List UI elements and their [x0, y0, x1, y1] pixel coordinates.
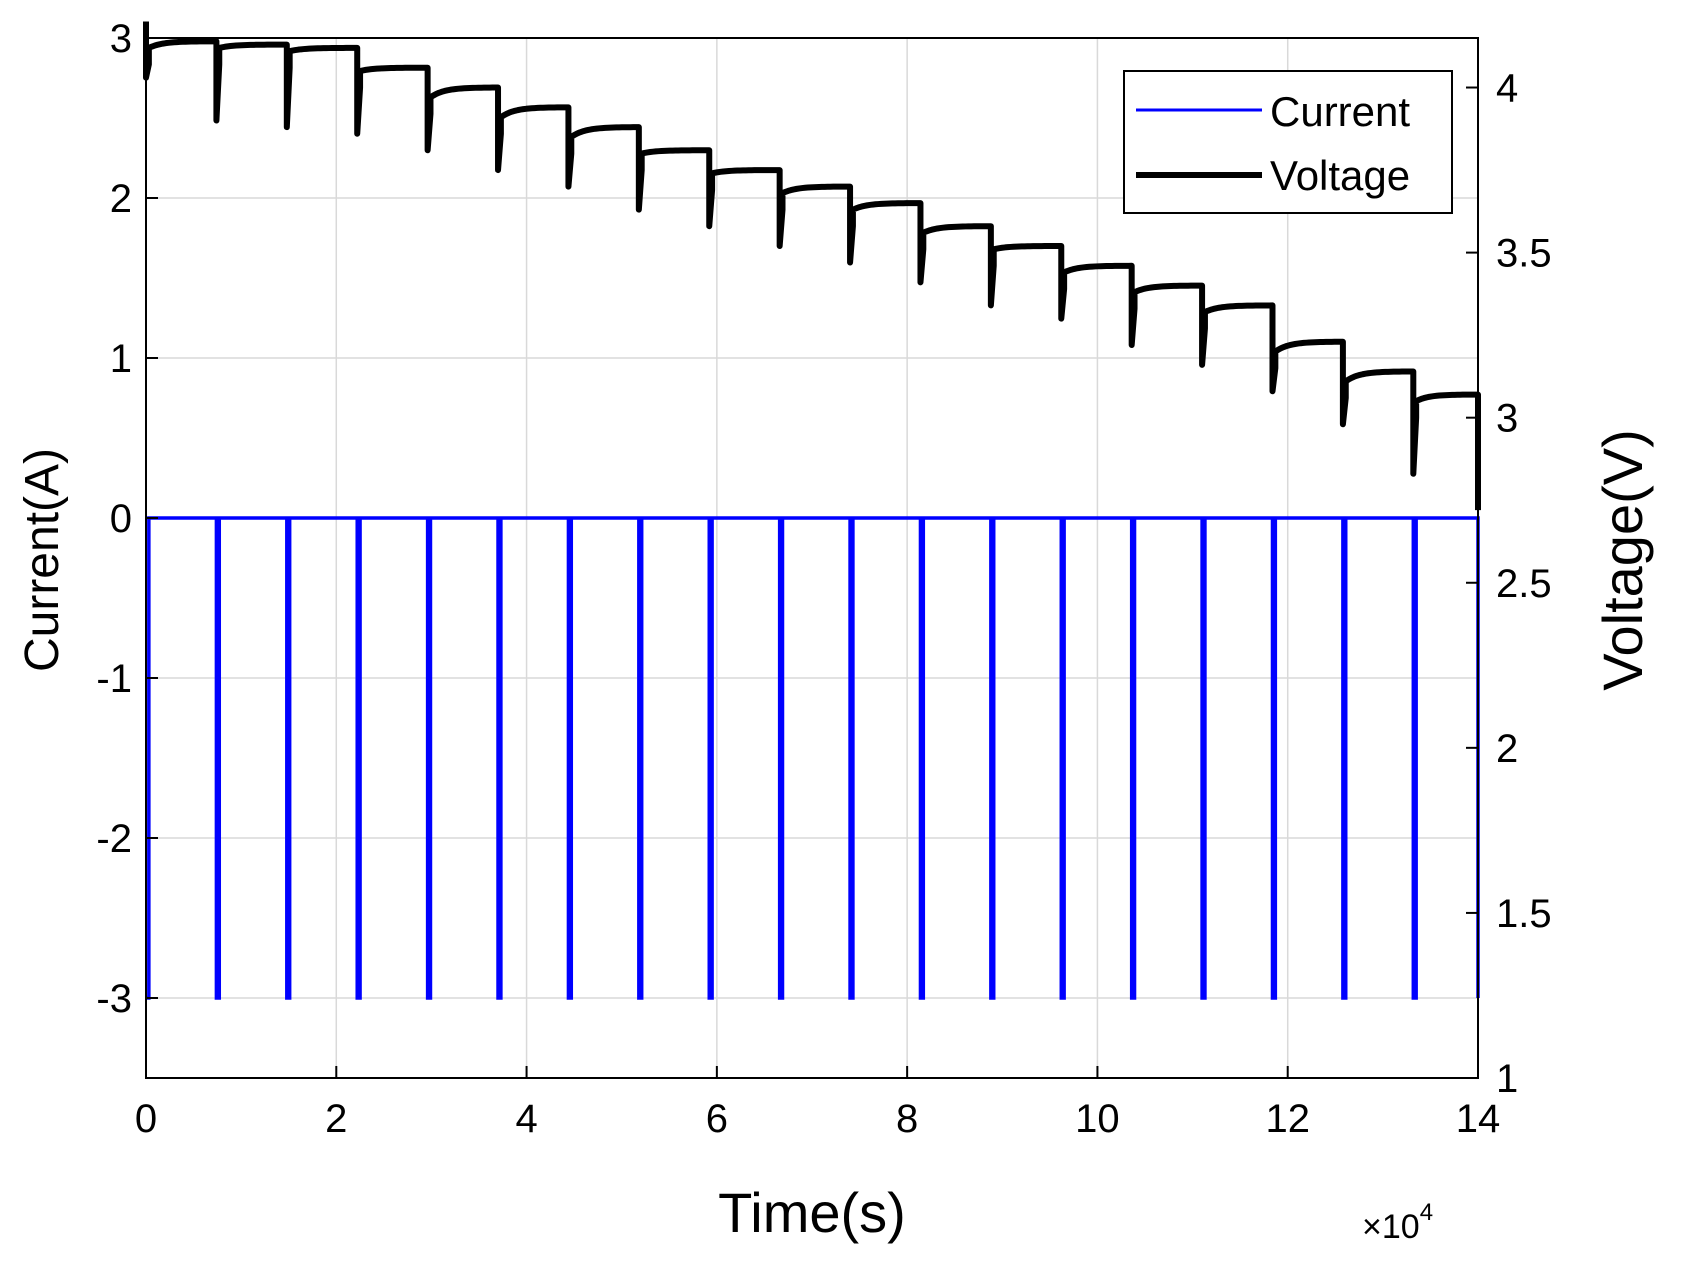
y-right-tick-label: 3.5 [1496, 232, 1552, 276]
y-right-tick-label: 2.5 [1496, 562, 1552, 606]
y-left-axis-ticks: 3 2 1 0 -1 -2 -3 [96, 17, 158, 1021]
voltage-series [143, 21, 1481, 511]
legend: Current Voltage [1123, 70, 1453, 214]
x-tick-label: 0 [135, 1097, 157, 1141]
y-left-tick-label: 0 [110, 497, 132, 541]
y-right-tick-label: 2 [1496, 727, 1518, 771]
legend-voltage-label: Voltage [1270, 152, 1410, 199]
x-tick-label: 8 [896, 1097, 918, 1141]
y-left-tick-label: 3 [110, 17, 132, 61]
x-tick-label: 2 [325, 1097, 347, 1141]
voltage-line [143, 21, 1481, 511]
x-axis-exponent-power: 4 [1420, 1199, 1433, 1226]
x-axis-ticks: 0 2 4 6 8 10 12 14 [135, 1066, 1500, 1141]
y-left-tick-label: 2 [110, 177, 132, 221]
y-right-tick-label: 4 [1496, 67, 1518, 111]
y-left-tick-label: 1 [110, 337, 132, 381]
y-right-axis-label: Voltage(V) [1591, 429, 1654, 691]
current-line [146, 516, 1480, 1000]
x-tick-label: 14 [1456, 1097, 1501, 1141]
y-right-tick-label: 1 [1496, 1057, 1518, 1101]
y-right-tick-label: 3 [1496, 397, 1518, 441]
x-axis-label: Time(s) [718, 1181, 906, 1244]
legend-current-label: Current [1270, 88, 1410, 135]
x-tick-label: 4 [515, 1097, 537, 1141]
x-tick-label: 10 [1075, 1097, 1120, 1141]
legend-box [1123, 70, 1453, 214]
y-left-tick-label: -3 [96, 977, 132, 1021]
current-series [146, 516, 1480, 1000]
y-left-tick-label: -2 [96, 817, 132, 861]
x-tick-label: 12 [1265, 1097, 1310, 1141]
y-right-tick-label: 1.5 [1496, 892, 1552, 936]
y-left-tick-label: -1 [96, 657, 132, 701]
y-left-axis-label: Current(A) [16, 448, 69, 672]
x-axis-exponent-base: ×10 [1362, 1208, 1420, 1246]
plot-frame [145, 37, 1479, 1079]
x-tick-label: 6 [706, 1097, 728, 1141]
x-axis-exponent: ×104 [1362, 1199, 1433, 1246]
y-right-axis-ticks: 4 3.5 3 2.5 2 1.5 1 [1466, 67, 1552, 1101]
